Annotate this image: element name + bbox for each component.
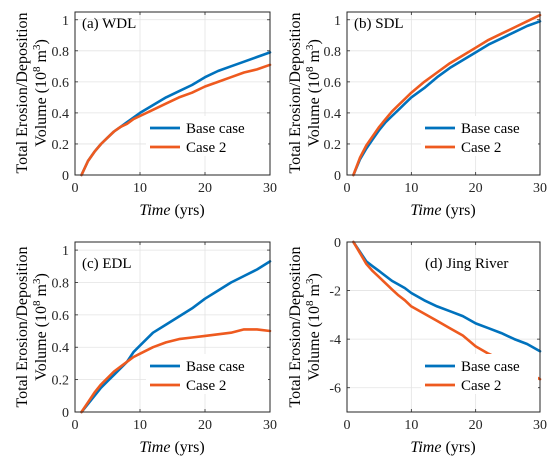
x-tick-label-b: 20 (469, 181, 483, 196)
ylabel-a-line2: Volume (108 m3) (31, 39, 50, 147)
x-tick-label-d: 30 (533, 418, 547, 433)
legend-b: Base case Case 2 (421, 116, 538, 156)
y-tick-label-d: -4 (329, 333, 341, 348)
legend-label-d-case-2: Case 2 (461, 378, 501, 394)
series-line-a-base-case (80, 51, 272, 177)
ylabel-d-line2: Volume (108 m3) (304, 273, 323, 381)
y-tick-label-c: 0 (62, 406, 69, 421)
panel-a: 0 10 20 30 0 0.2 0.4 0.6 0.8 1 Base case Case 2 (a) … (52, 11, 277, 196)
series-line-d-base-case (352, 240, 542, 353)
x-tick-label-d: 20 (469, 418, 483, 433)
series-line-c-base-case (80, 260, 272, 414)
y-tick-label-d: 0 (334, 236, 341, 251)
y-tick-label-a: 0.2 (52, 138, 70, 153)
ylabel-b-line1: Total Erosion/Deposition (287, 12, 304, 173)
y-tick-label-b: 0.6 (324, 76, 342, 91)
legend-box-c (146, 354, 268, 394)
panel-b: 0 10 20 30 0 0.2 0.4 0.6 0.8 1 Base case Case 2 (b) … (324, 11, 547, 196)
y-tick-label-d: -2 (329, 285, 341, 300)
xlabel-c: Time (yrs) (139, 439, 204, 456)
series-line-b-case-2 (352, 13, 542, 177)
legend-label-d-base-case: Base case (461, 359, 520, 375)
y-tick-label-a: 0.4 (52, 107, 70, 122)
plot-area-c (74, 241, 271, 413)
ylabel-b-line2: Volume (108 m3) (304, 39, 323, 147)
panel-title-c: (c) EDL (82, 256, 132, 272)
legend-box-a (146, 116, 268, 156)
legend-label-c-case-2: Case 2 (186, 378, 226, 394)
legend-label-b-case-2: Case 2 (461, 140, 501, 156)
x-tick-label-a: 30 (263, 181, 277, 196)
y-tick-label-a: 1 (62, 14, 69, 29)
y-tick-label-a: 0.8 (52, 45, 70, 60)
ylabel-c-line1: Total Erosion/Deposition (14, 246, 31, 407)
y-tick-label-b: 0.4 (324, 107, 342, 122)
legend-a: Base case Case 2 (146, 116, 268, 156)
xlabel-d: Time (yrs) (410, 439, 475, 456)
y-tick-label-c: 0.2 (52, 374, 70, 389)
legend-box-d (421, 354, 538, 394)
legend-d: Base case Case 2 (421, 354, 538, 394)
legend-label-b-base-case: Base case (461, 121, 520, 137)
y-tick-label-c: 1 (62, 244, 69, 259)
x-tick-label-c: 30 (263, 418, 277, 433)
x-tick-label-c: 20 (198, 418, 212, 433)
x-tick-label-c: 0 (72, 418, 79, 433)
y-tick-label-c: 0.8 (52, 276, 70, 291)
legend-label-a-base-case: Base case (186, 121, 245, 137)
x-tick-label-b: 10 (404, 181, 418, 196)
y-tick-label-a: 0.6 (52, 76, 70, 91)
ylabel-c: Total Erosion/Deposition Volume (108 m3) (14, 246, 50, 407)
series-line-c-case-2 (80, 328, 272, 414)
series-line-b-base-case (352, 19, 542, 177)
y-tick-label-b: 0 (334, 169, 341, 184)
x-tick-label-d: 0 (344, 418, 351, 433)
ylabel-b: Total Erosion/Deposition Volume (108 m3) (287, 12, 323, 173)
ylabel-a-line1: Total Erosion/Deposition (14, 12, 31, 173)
x-tick-label-a: 10 (133, 181, 147, 196)
y-tick-label-c: 0.4 (52, 341, 70, 356)
plot-area-b (346, 11, 541, 176)
legend-label-c-base-case: Base case (186, 359, 245, 375)
plot-area-d (346, 241, 541, 413)
xlabel-b: Time (yrs) (410, 202, 475, 219)
panel-title-d: (d) Jing River (425, 256, 508, 272)
panel-c: 0 10 20 30 0 0.2 0.4 0.6 0.8 1 Base case Case 2 (c) … (52, 241, 277, 433)
x-tick-label-d: 10 (404, 418, 418, 433)
plot-area-a (74, 11, 271, 176)
y-tick-label-b: 0.2 (324, 138, 342, 153)
y-tick-label-b: 0.8 (324, 45, 342, 60)
panel-title-a: (a) WDL (82, 16, 136, 32)
ylabel-d: Total Erosion/Deposition Volume (108 m3) (287, 246, 323, 407)
legend-c: Base case Case 2 (146, 354, 268, 394)
ylabel-a: Total Erosion/Deposition Volume (108 m3) (14, 12, 50, 173)
y-tick-label-a: 0 (62, 169, 69, 184)
xlabel-a: Time (yrs) (139, 202, 204, 219)
ylabel-d-line1: Total Erosion/Deposition (287, 246, 304, 407)
ylabel-c-line2: Volume (108 m3) (31, 273, 50, 381)
legend-box-b (421, 116, 538, 156)
x-tick-label-a: 0 (72, 181, 79, 196)
y-tick-label-b: 1 (334, 14, 341, 29)
legend-label-a-case-2: Case 2 (186, 140, 226, 156)
y-tick-label-c: 0.6 (52, 309, 70, 324)
x-tick-label-b: 30 (533, 181, 547, 196)
x-tick-label-b: 0 (344, 181, 351, 196)
panel-d: 0 10 20 30 -6 -4 -2 0 Base case Case 2 (d) Jing Ri… (329, 236, 547, 433)
x-tick-label-c: 10 (133, 418, 147, 433)
x-tick-label-a: 20 (198, 181, 212, 196)
y-tick-label-d: -6 (329, 382, 341, 397)
series-line-a-case-2 (80, 63, 272, 177)
panel-title-b: (b) SDL (354, 16, 404, 32)
